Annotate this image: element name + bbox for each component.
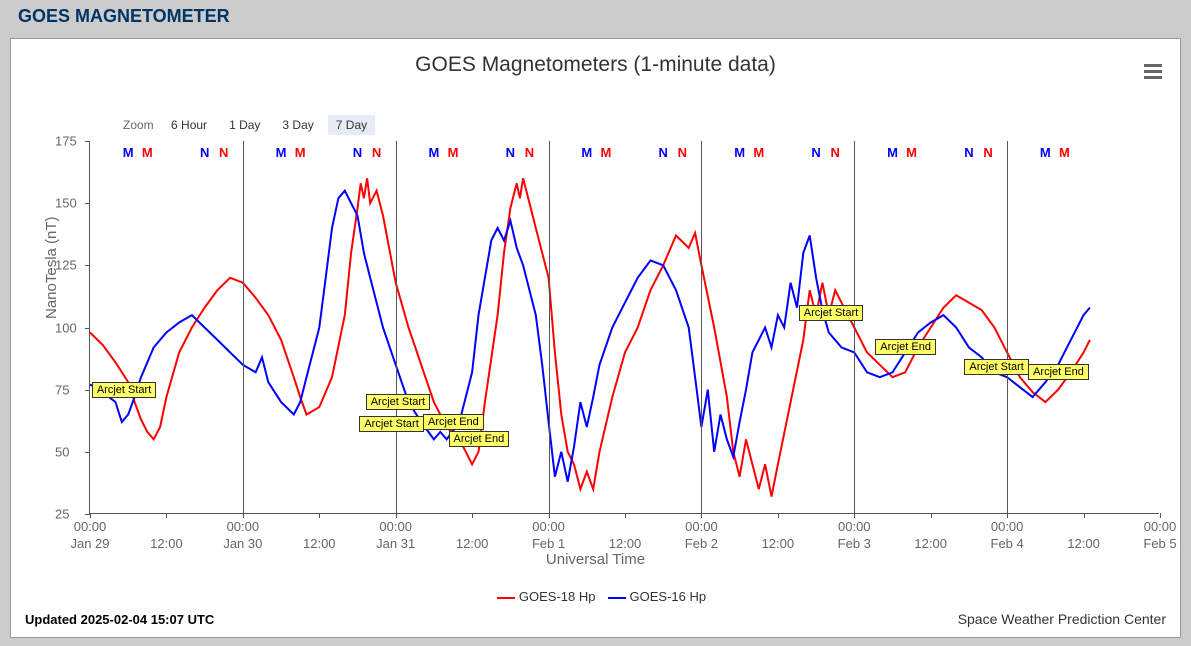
xtick: 00:00Feb 5 — [1143, 519, 1176, 553]
mn-marker: N — [678, 145, 687, 160]
mn-marker: M — [448, 145, 459, 160]
xtick: 00:00Jan 29 — [70, 519, 109, 553]
xtick: 00:00Feb 2 — [685, 519, 718, 553]
xtick: 00:00Feb 4 — [991, 519, 1024, 553]
xtick: 00:00Feb 3 — [838, 519, 871, 553]
annotation-arcjet-end: Arcjet End — [875, 339, 936, 355]
annotation-arcjet-end: Arcjet End — [423, 414, 484, 430]
mn-marker: N — [353, 145, 362, 160]
zoom-btn-3-day[interactable]: 3 Day — [274, 115, 321, 135]
legend-item: GOES-16 Hp — [630, 589, 707, 604]
zoom-btn-6-hour[interactable]: 6 Hour — [163, 115, 215, 135]
legend: GOES-18 Hp GOES-16 Hp — [11, 589, 1180, 604]
mn-marker: N — [811, 145, 820, 160]
xtick: 00:00Feb 1 — [532, 519, 565, 553]
annotation-arcjet-end: Arcjet End — [449, 431, 510, 447]
mn-marker: M — [142, 145, 153, 160]
mn-marker: N — [372, 145, 381, 160]
mn-marker: M — [581, 145, 592, 160]
ytick-25: 25 — [55, 507, 69, 522]
annotation-arcjet-start: Arcjet Start — [366, 394, 430, 410]
updated-text: Updated 2025-02-04 15:07 UTC — [25, 612, 214, 627]
ytick-150: 150 — [55, 196, 77, 211]
ytick-100: 100 — [55, 320, 77, 335]
mn-marker: M — [123, 145, 134, 160]
mn-marker: M — [1059, 145, 1070, 160]
x-axis-label: Universal Time — [11, 551, 1180, 568]
mn-marker: M — [887, 145, 898, 160]
zoom-btn-1-day[interactable]: 1 Day — [221, 115, 268, 135]
xtick: 00:00Jan 31 — [376, 519, 415, 553]
mn-marker: N — [219, 145, 228, 160]
mn-marker: M — [295, 145, 306, 160]
ytick-50: 50 — [55, 444, 69, 459]
plot-area[interactable]: 25507510012515017500:00Jan 2912:0000:00J… — [89, 141, 1159, 514]
xtick: 00:00Jan 30 — [223, 519, 262, 553]
annotation-arcjet-start: Arcjet Start — [799, 305, 863, 321]
mn-marker: N — [200, 145, 209, 160]
mn-marker: M — [600, 145, 611, 160]
page-header: GOES MAGNETOMETER — [0, 0, 1191, 33]
annotation-arcjet-end: Arcjet End — [1028, 364, 1089, 380]
series-line — [90, 191, 1090, 482]
chart-title: GOES Magnetometers (1-minute data) — [11, 53, 1180, 77]
zoom-btn-7-day[interactable]: 7 Day — [328, 115, 375, 135]
mn-marker: N — [983, 145, 992, 160]
zoom-bar: Zoom 6 Hour 1 Day 3 Day 7 Day — [123, 115, 387, 135]
ytick-75: 75 — [55, 382, 69, 397]
series-line — [90, 178, 1090, 496]
mn-marker: M — [753, 145, 764, 160]
mn-marker: M — [734, 145, 745, 160]
mn-marker: N — [830, 145, 839, 160]
chart-lines — [90, 141, 1159, 513]
mn-marker: N — [659, 145, 668, 160]
chart-menu-icon[interactable] — [1144, 61, 1162, 82]
chart-panel: GOES Magnetometers (1-minute data) Zoom … — [10, 38, 1181, 638]
mn-marker: N — [964, 145, 973, 160]
mn-marker: M — [906, 145, 917, 160]
header-title: GOES MAGNETOMETER — [18, 6, 230, 26]
ytick-175: 175 — [55, 134, 77, 149]
annotation-arcjet-start: Arcjet Start — [359, 416, 423, 432]
ytick-125: 125 — [55, 258, 77, 273]
footer-right: Space Weather Prediction Center — [958, 611, 1166, 627]
mn-marker: N — [525, 145, 534, 160]
legend-item: GOES-18 Hp — [519, 589, 596, 604]
mn-marker: M — [1040, 145, 1051, 160]
zoom-label: Zoom — [123, 118, 154, 132]
mn-marker: N — [506, 145, 515, 160]
mn-marker: M — [276, 145, 287, 160]
annotation-arcjet-start: Arcjet Start — [964, 359, 1028, 375]
mn-marker: M — [429, 145, 440, 160]
annotation-arcjet-start: Arcjet Start — [92, 382, 156, 398]
